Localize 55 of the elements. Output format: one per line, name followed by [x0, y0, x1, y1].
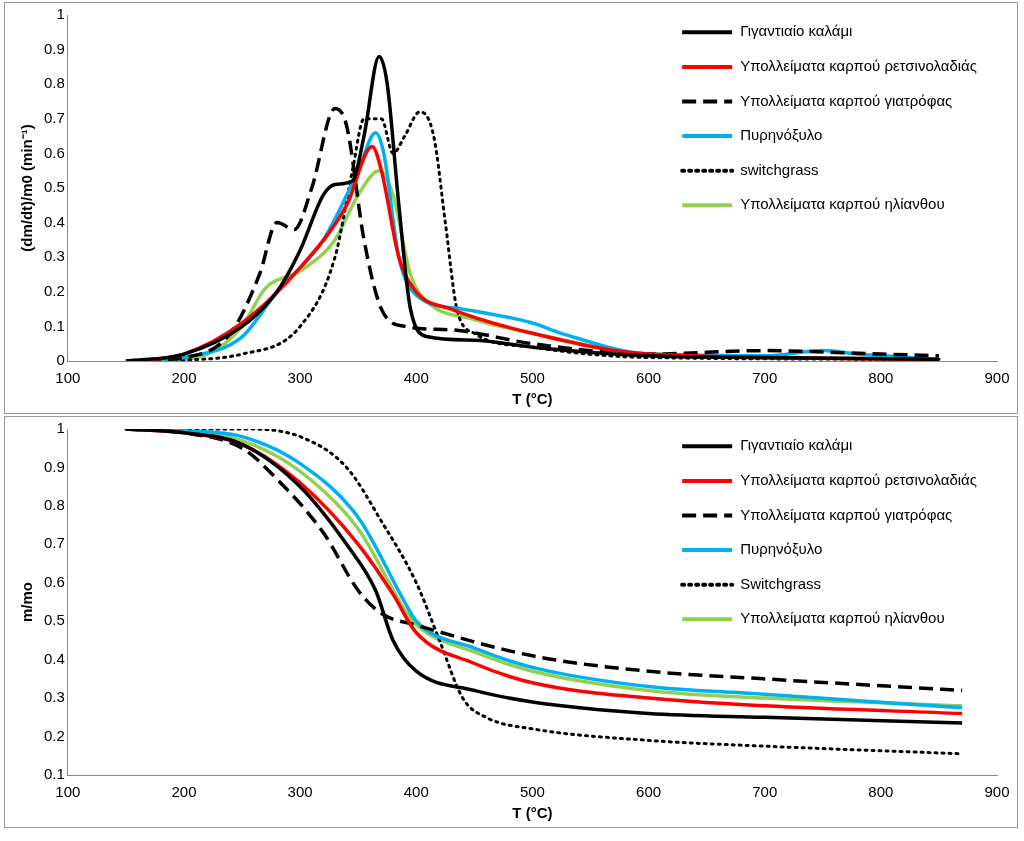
x-tick-label: 100 [55, 369, 81, 387]
y-tick-label: 1 [56, 419, 65, 437]
y-tick-label: 0.4 [43, 212, 65, 230]
legend-label: Υπολλείματα καρπού ηλίανθου [740, 609, 945, 627]
x-tick-label: 500 [519, 783, 545, 801]
x-tick-label: 100 [55, 783, 81, 801]
y-tick-label: 0 [56, 351, 65, 369]
y-tick-label: 0.9 [43, 39, 65, 57]
legend-label: Γιγαντιαίο καλάμι [740, 22, 853, 40]
x-tick-label: 900 [984, 783, 1010, 801]
y-tick-label: 0.8 [43, 74, 65, 92]
y-tick-label: 0.7 [43, 108, 65, 126]
x-tick-label: 200 [171, 369, 197, 387]
legend-label: Γιγαντιαίο καλάμι [740, 436, 853, 454]
y-tick-label: 0.1 [43, 765, 65, 783]
y-tick-label: 0.4 [43, 649, 65, 667]
legend-label: Υπολλείματα καρπού ρετσινολαδιάς [740, 57, 978, 75]
x-tick-label: 400 [403, 369, 429, 387]
x-tick-label: 900 [984, 369, 1010, 387]
legend-label: Υπολλείματα καρπού ρετσινολαδιάς [740, 471, 978, 489]
y-tick-label: 1 [56, 5, 65, 23]
x-tick-label: 800 [868, 369, 894, 387]
y-axis-title: (dm/dt)/m0 (min⁻¹) [18, 124, 36, 252]
x-tick-label: 800 [868, 783, 894, 801]
y-tick-label: 0.9 [43, 457, 65, 475]
y-tick-label: 0.2 [43, 281, 65, 299]
legend-label: Υπολλείματα καρπού γιατρόφας [740, 91, 953, 109]
x-tick-label: 700 [752, 783, 778, 801]
x-tick-label: 300 [287, 369, 313, 387]
y-tick-label: 0.8 [43, 496, 65, 514]
legend-label: Switchgrass [740, 574, 822, 592]
y-tick-label: 0.3 [43, 247, 65, 265]
y-tick-label: 0.6 [43, 572, 65, 590]
y-tick-label: 0.2 [43, 726, 65, 744]
y-tick-label: 0.5 [43, 611, 65, 629]
y-tick-label: 0.3 [43, 688, 65, 706]
x-tick-label: 700 [752, 369, 778, 387]
x-tick-label: 500 [519, 369, 545, 387]
x-tick-label: 600 [636, 783, 662, 801]
x-tick-label: 400 [403, 783, 429, 801]
x-tick-label: 300 [287, 783, 313, 801]
legend-label: Πυρηνόξυλο [740, 126, 823, 144]
y-tick-label: 0.6 [43, 143, 65, 161]
x-axis-title: T (°C) [512, 804, 553, 822]
y-tick-label: 0.1 [43, 316, 65, 334]
y-tick-label: 0.5 [43, 178, 65, 196]
x-axis-title: T (°C) [512, 390, 553, 408]
y-axis-title: m/mo [18, 581, 36, 623]
legend-label: Πυρηνόξυλο [740, 540, 823, 558]
legend-label: Υπολλείματα καρπού ηλίανθου [740, 195, 945, 213]
x-tick-label: 600 [636, 369, 662, 387]
x-tick-label: 200 [171, 783, 197, 801]
legend-label: Υπολλείματα καρπού γιατρόφας [740, 505, 953, 523]
y-tick-label: 0.7 [43, 534, 65, 552]
legend-label: switchgrass [740, 160, 819, 178]
